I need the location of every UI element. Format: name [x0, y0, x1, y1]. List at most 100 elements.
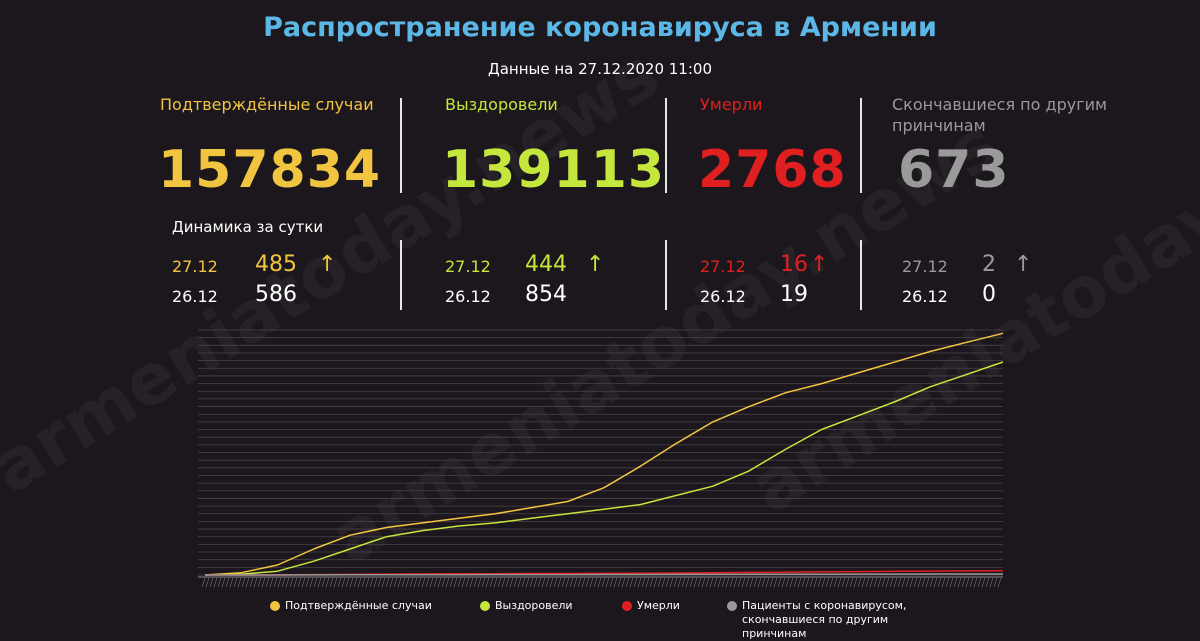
- x-tick: [353, 577, 358, 588]
- x-tick: [377, 577, 382, 588]
- x-tick: [933, 577, 938, 588]
- x-tick: [897, 577, 902, 588]
- x-tick: [309, 577, 314, 588]
- legend-label-other: Пациенты с коронавирусом, скончавшиеся п…: [742, 599, 907, 640]
- divider: [400, 240, 402, 310]
- x-tick: [553, 577, 558, 588]
- x-tick: [741, 577, 746, 588]
- x-tick: [949, 577, 954, 588]
- x-tick: [613, 577, 618, 588]
- x-tick: [293, 577, 298, 588]
- x-tick: [873, 577, 878, 588]
- x-tick: [893, 577, 898, 588]
- dyn-value-today: 16: [780, 252, 808, 277]
- x-tick: [497, 577, 502, 588]
- page-title: Распространение коронавируса в Армении: [263, 12, 937, 43]
- legend-dot-deaths: [622, 601, 632, 611]
- x-tick: [321, 577, 326, 588]
- x-tick: [761, 577, 766, 588]
- x-tick: [285, 577, 290, 588]
- legend-label-confirmed: Подтверждённые случаи: [285, 599, 432, 612]
- x-tick: [373, 577, 378, 588]
- x-tick: [425, 577, 430, 588]
- x-tick: [713, 577, 718, 588]
- x-tick: [745, 577, 750, 588]
- x-tick: [945, 577, 950, 588]
- x-tick: [389, 577, 394, 588]
- stat-label-deaths: Умерли: [700, 95, 763, 114]
- series-line-1: [204, 361, 1004, 576]
- x-tick: [209, 577, 214, 588]
- divider: [860, 98, 862, 193]
- x-tick: [205, 577, 210, 588]
- x-tick: [793, 577, 798, 588]
- x-tick: [689, 577, 694, 588]
- x-tick: [957, 577, 962, 588]
- x-tick: [529, 577, 534, 588]
- x-tick: [401, 577, 406, 588]
- legend-label-deaths: Умерли: [637, 599, 680, 612]
- x-tick: [325, 577, 330, 588]
- x-tick: [525, 577, 530, 588]
- x-tick: [753, 577, 758, 588]
- x-tick: [489, 577, 494, 588]
- x-tick: [569, 577, 574, 588]
- x-tick: [737, 577, 742, 588]
- x-tick: [637, 577, 642, 588]
- x-tick: [289, 577, 294, 588]
- x-tick: [573, 577, 578, 588]
- x-tick: [701, 577, 706, 588]
- x-tick: [937, 577, 942, 588]
- x-tick: [909, 577, 914, 588]
- dyn-date-today: 27.12: [700, 257, 746, 276]
- x-tick: [885, 577, 890, 588]
- legend-label-recovered: Выздоровели: [495, 599, 573, 612]
- x-tick: [217, 577, 222, 588]
- x-tick: [485, 577, 490, 588]
- x-tick: [581, 577, 586, 588]
- x-tick: [201, 577, 206, 588]
- x-tick: [393, 577, 398, 588]
- x-tick: [349, 577, 354, 588]
- stat-value-other: 673: [898, 140, 1010, 200]
- x-tick: [249, 577, 254, 588]
- x-tick: [517, 577, 522, 588]
- x-tick: [841, 577, 846, 588]
- x-tick: [985, 577, 990, 588]
- x-tick: [905, 577, 910, 588]
- x-tick: [705, 577, 710, 588]
- x-tick: [593, 577, 598, 588]
- x-tick: [821, 577, 826, 588]
- x-tick: [857, 577, 862, 588]
- x-tick: [813, 577, 818, 588]
- x-tick: [609, 577, 614, 588]
- x-tick: [433, 577, 438, 588]
- x-tick: [465, 577, 470, 588]
- x-tick: [665, 577, 670, 588]
- x-tick: [589, 577, 594, 588]
- x-tick: [297, 577, 302, 588]
- series-line-3: [205, 573, 1003, 576]
- x-tick: [697, 577, 702, 588]
- x-tick: [685, 577, 690, 588]
- x-tick: [213, 577, 218, 588]
- x-tick: [677, 577, 682, 588]
- x-tick: [329, 577, 334, 588]
- x-tick: [849, 577, 854, 588]
- dyn-value-yesterday: 586: [255, 282, 297, 307]
- x-tick: [597, 577, 602, 588]
- x-tick: [929, 577, 934, 588]
- x-tick: [549, 577, 554, 588]
- x-tick: [449, 577, 454, 588]
- x-tick: [781, 577, 786, 588]
- x-tick: [345, 577, 350, 588]
- dyn-date-yesterday: 26.12: [902, 287, 948, 306]
- x-tick: [633, 577, 638, 588]
- x-tick: [889, 577, 894, 588]
- x-tick: [361, 577, 366, 588]
- x-tick: [881, 577, 886, 588]
- x-tick: [369, 577, 374, 588]
- x-tick: [657, 577, 662, 588]
- dyn-date-yesterday: 26.12: [172, 287, 218, 306]
- x-tick: [493, 577, 498, 588]
